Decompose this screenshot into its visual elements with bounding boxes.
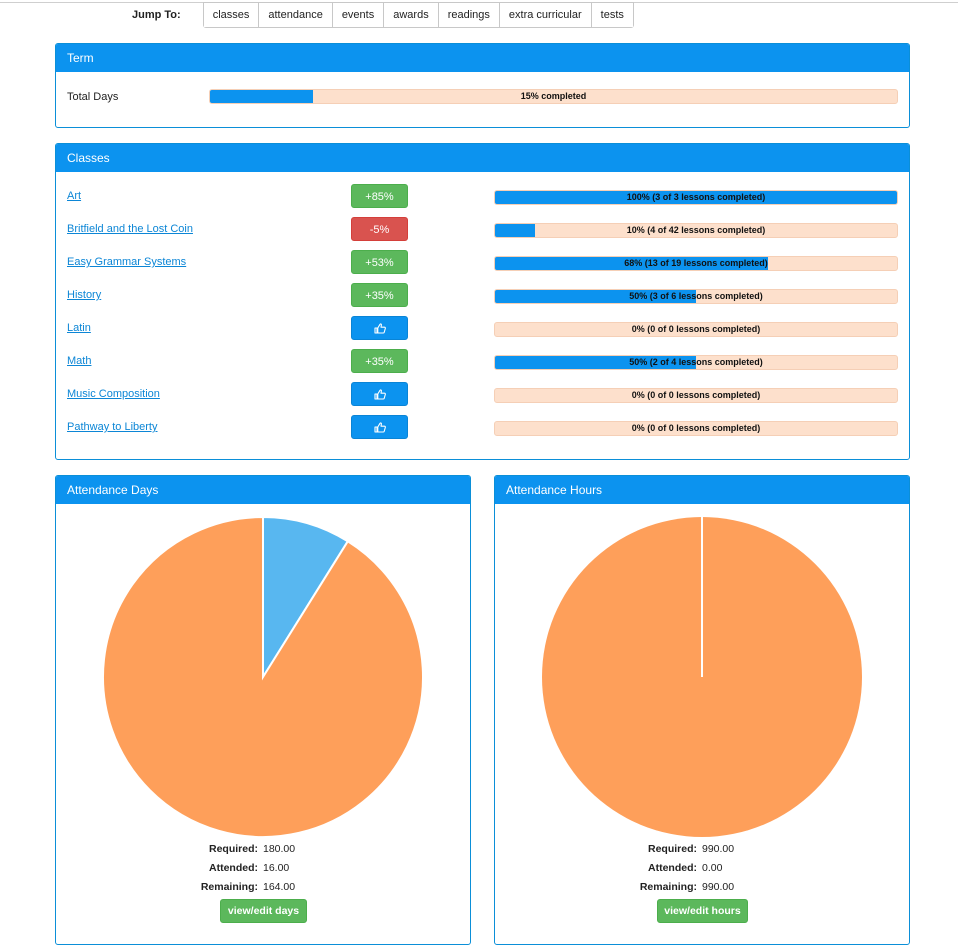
jump-tab-tests[interactable]: tests	[590, 3, 633, 27]
hours-remaining-value: 990.00	[702, 881, 735, 893]
days-required-value: 180.00	[263, 843, 296, 855]
days-attended-value: 16.00	[263, 862, 290, 874]
class-progress-bar: 68% (13 of 19 lessons completed)	[494, 256, 898, 271]
class-progress-fill	[495, 356, 696, 369]
hours-remaining-label: Remaining:	[639, 881, 697, 893]
hours-attended-label: Attended:	[648, 862, 697, 874]
class-progress-text: 100% (3 of 3 lessons completed)	[626, 192, 766, 202]
class-link[interactable]: Math	[67, 355, 92, 367]
days-attended-row: Attended: 16.00	[56, 862, 470, 874]
class-progress-text: 0% (0 of 0 lessons completed)	[631, 324, 761, 334]
days-remaining-value: 164.00	[263, 881, 296, 893]
class-grade-badge[interactable]: +35%	[351, 349, 408, 373]
total-days-label: Total Days	[67, 91, 119, 103]
jump-tab-extra-curricular[interactable]: extra curricular	[498, 3, 591, 27]
hours-required-value: 990.00	[702, 843, 735, 855]
thumbs-up-icon	[373, 388, 386, 400]
term-progress-text: 15% completed	[520, 91, 587, 101]
class-progress-text: 50% (3 of 6 lessons completed)	[629, 291, 763, 301]
days-remaining-label: Remaining:	[200, 881, 258, 893]
days-attended-label: Attended:	[209, 862, 258, 874]
class-progress-bar: 0% (0 of 0 lessons completed)	[494, 388, 898, 403]
view-edit-hours-button[interactable]: view/edit hours	[657, 899, 748, 923]
thumbs-up-icon	[373, 421, 386, 433]
class-progress-fill	[495, 257, 769, 270]
jump-tab-readings[interactable]: readings	[437, 3, 499, 27]
attendance-hours-panel: Attendance Hours Required: 990.00 Attend…	[494, 475, 910, 945]
thumbs-up-icon	[373, 322, 386, 334]
class-progress-fill	[495, 191, 897, 204]
jump-to-nav: Jump To: classes attendance events award…	[132, 2, 634, 28]
attendance-hours-title: Attendance Hours	[495, 476, 909, 504]
class-grade-badge[interactable]: +35%	[351, 283, 408, 307]
days-remaining-row: Remaining: 164.00	[56, 881, 470, 893]
term-progress-fill	[210, 90, 314, 103]
classes-panel-title: Classes	[56, 144, 909, 172]
class-link[interactable]: Pathway to Liberty	[67, 421, 158, 433]
class-progress-text: 50% (2 of 4 lessons completed)	[629, 357, 763, 367]
class-link[interactable]: Britfield and the Lost Coin	[67, 223, 193, 235]
jump-to-tabs: classes attendance events awards reading…	[202, 2, 634, 28]
class-progress-text: 0% (0 of 0 lessons completed)	[631, 390, 761, 400]
class-grade-badge[interactable]: +85%	[351, 184, 408, 208]
days-required-row: Required: 180.00	[56, 843, 470, 855]
hours-attended-value: 0.00	[702, 862, 723, 874]
jump-tab-attendance[interactable]: attendance	[258, 3, 332, 27]
class-link[interactable]: Art	[67, 190, 82, 202]
jump-tab-events[interactable]: events	[331, 3, 384, 27]
attendance-days-pie-chart	[102, 515, 424, 838]
hours-required-label: Required:	[647, 843, 697, 855]
hours-attended-row: Attended: 0.00	[495, 862, 909, 874]
class-grade-badge[interactable]: +53%	[351, 250, 408, 274]
class-grade-badge[interactable]	[351, 415, 408, 439]
jump-tab-classes[interactable]: classes	[203, 3, 259, 27]
class-link[interactable]: Latin	[67, 322, 91, 334]
class-progress-bar: 50% (3 of 6 lessons completed)	[494, 289, 898, 304]
class-progress-bar: 10% (4 of 42 lessons completed)	[494, 223, 898, 238]
class-grade-badge[interactable]	[351, 316, 408, 340]
term-progress-bar: 15% completed	[209, 89, 898, 104]
jump-to-label: Jump To:	[132, 9, 181, 21]
days-required-label: Required:	[208, 843, 258, 855]
hours-required-row: Required: 990.00	[495, 843, 909, 855]
class-link[interactable]: Music Composition	[67, 388, 160, 400]
view-edit-days-button[interactable]: view/edit days	[220, 899, 307, 923]
class-link[interactable]: History	[67, 289, 102, 301]
class-progress-fill	[495, 224, 536, 237]
days-pie-slice-attended	[262, 515, 350, 681]
jump-tab-awards[interactable]: awards	[383, 3, 438, 27]
attendance-days-title: Attendance Days	[56, 476, 470, 504]
class-progress-text: 68% (13 of 19 lessons completed)	[624, 258, 768, 268]
class-progress-bar: 0% (0 of 0 lessons completed)	[494, 421, 898, 436]
class-progress-fill	[495, 290, 696, 303]
classes-panel: Classes Art +85% 100% (3 of 3 lessons comp…	[55, 143, 910, 460]
term-panel-title: Term	[56, 44, 909, 72]
attendance-days-panel: Attendance Days Required: 180.00 Attende…	[55, 475, 471, 945]
class-grade-badge[interactable]: -5%	[351, 217, 408, 241]
class-grade-badge[interactable]	[351, 382, 408, 406]
attendance-hours-pie-chart	[542, 517, 862, 837]
term-panel: Term Total Days 15% completed	[55, 43, 910, 128]
class-progress-bar: 100% (3 of 3 lessons completed)	[494, 190, 898, 205]
class-progress-bar: 0% (0 of 0 lessons completed)	[494, 322, 898, 337]
class-progress-text: 10% (4 of 42 lessons completed)	[626, 225, 766, 235]
class-progress-bar: 50% (2 of 4 lessons completed)	[494, 355, 898, 370]
class-progress-text: 0% (0 of 0 lessons completed)	[631, 423, 761, 433]
hours-remaining-row: Remaining: 990.00	[495, 881, 909, 893]
class-link[interactable]: Easy Grammar Systems	[67, 256, 187, 268]
